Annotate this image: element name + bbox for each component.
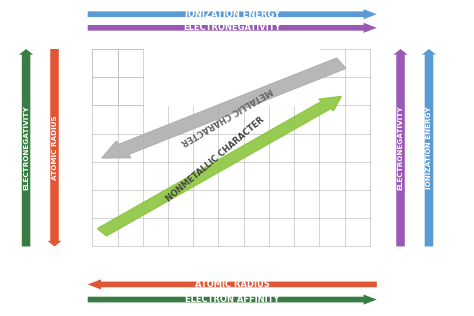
Text: NONMETALLIC CHARACTER: NONMETALLIC CHARACTER	[164, 115, 266, 204]
FancyArrow shape	[97, 96, 341, 236]
Text: METALLIC CHARACTER: METALLIC CHARACTER	[179, 85, 274, 147]
Text: ATOMIC RADIUS: ATOMIC RADIUS	[52, 115, 57, 180]
Polygon shape	[143, 49, 319, 106]
Text: ATOMIC RADIUS: ATOMIC RADIUS	[195, 280, 270, 289]
Text: IONIZATION ENERGY: IONIZATION ENERGY	[426, 106, 432, 189]
Text: ELECTRONEGATIVITY: ELECTRONEGATIVITY	[23, 105, 29, 190]
Polygon shape	[88, 295, 377, 305]
Polygon shape	[422, 49, 436, 246]
Polygon shape	[88, 279, 377, 289]
Polygon shape	[88, 9, 377, 19]
FancyArrow shape	[102, 58, 346, 158]
Polygon shape	[393, 49, 408, 246]
Polygon shape	[19, 49, 33, 246]
Text: IONIZATION ENERGY: IONIZATION ENERGY	[185, 10, 280, 19]
Polygon shape	[47, 49, 62, 246]
Text: ELECTRONEGATIVITY: ELECTRONEGATIVITY	[183, 23, 281, 32]
Text: ELECTRONEGATIVITY: ELECTRONEGATIVITY	[398, 105, 403, 190]
Polygon shape	[88, 23, 377, 33]
Text: ELECTRON AFFINITY: ELECTRON AFFINITY	[185, 295, 280, 304]
